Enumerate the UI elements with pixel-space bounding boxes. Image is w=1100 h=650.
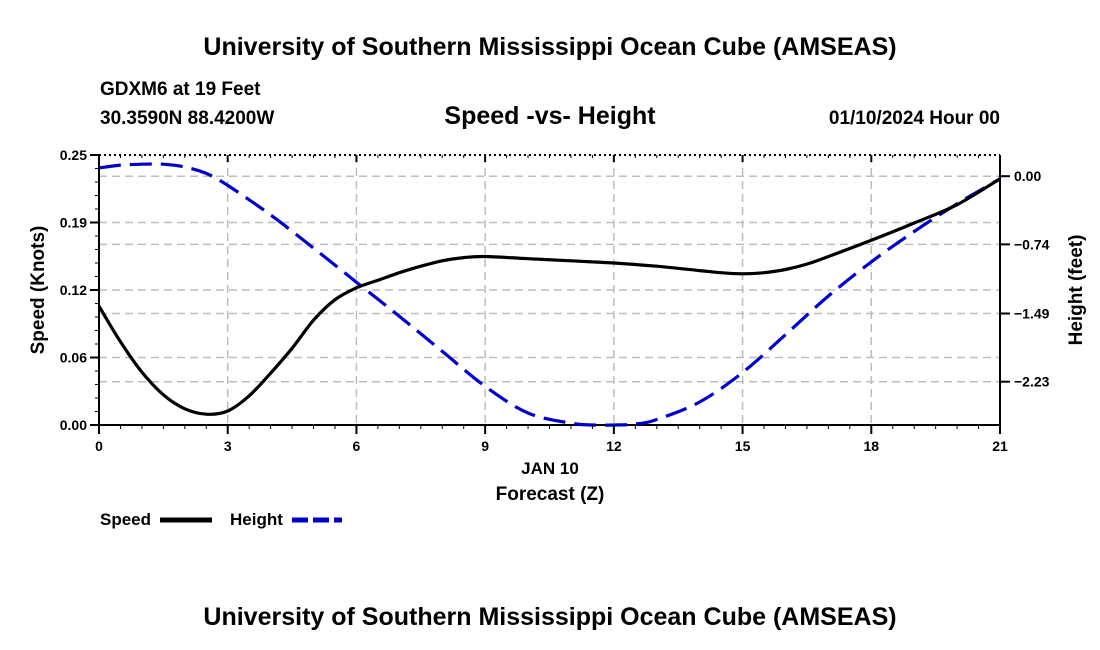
x-tick-label: 6 xyxy=(353,438,361,454)
y2-tick-label: −0.74 xyxy=(1014,236,1050,252)
x-tick-label: 3 xyxy=(224,438,232,454)
x-tick-label: 12 xyxy=(606,438,622,454)
y-tick-label: 0.19 xyxy=(60,215,87,231)
x-axis-label: Forecast (Z) xyxy=(496,484,605,505)
x-tick-label: 18 xyxy=(863,438,879,454)
series-line-height xyxy=(98,162,1001,427)
x-tick-label: 15 xyxy=(735,438,751,454)
location-label: 30.3590N 88.4200W xyxy=(100,108,274,129)
y-tick-label: 0.00 xyxy=(60,417,87,433)
series-lines xyxy=(97,162,1001,427)
y2-tick-label: 0.00 xyxy=(1014,168,1041,184)
y-tick-label: 0.12 xyxy=(60,282,87,298)
footer-title: University of Southern Mississippi Ocean… xyxy=(203,603,896,631)
y-tick-label: 0.06 xyxy=(60,350,87,366)
y2-axis-label: Height (feet) xyxy=(1066,235,1087,346)
x-tick-label: 0 xyxy=(95,438,103,454)
y-tick-label: 0.25 xyxy=(60,147,87,163)
x-tick-label: 9 xyxy=(481,438,489,454)
x-tick-label: 21 xyxy=(992,438,1008,454)
x-axis-date-label: JAN 10 xyxy=(521,459,579,478)
chart-main-title: University of Southern Mississippi Ocean… xyxy=(203,33,896,61)
station-label: GDXM6 at 19 Feet xyxy=(100,79,261,100)
y2-tick-label: −1.49 xyxy=(1014,305,1050,321)
grid-lines xyxy=(99,155,1000,425)
chart-subtitle: Speed -vs- Height xyxy=(444,102,656,130)
y-axis-label: Speed (Knots) xyxy=(28,226,49,355)
legend: Speed Height xyxy=(100,510,342,529)
datetime-label: 01/10/2024 Hour 00 xyxy=(829,108,1000,129)
y2-tick-label: −2.23 xyxy=(1014,374,1050,390)
axis-ticks: 0 3 6 9 12 15 18 21 0.00 0.06 0.12 0.19 0.25 0.00 −0.7… xyxy=(60,147,1050,454)
legend-label-speed: Speed xyxy=(100,510,151,529)
series-line-speed xyxy=(97,177,1001,416)
legend-label-height: Height xyxy=(230,510,283,529)
